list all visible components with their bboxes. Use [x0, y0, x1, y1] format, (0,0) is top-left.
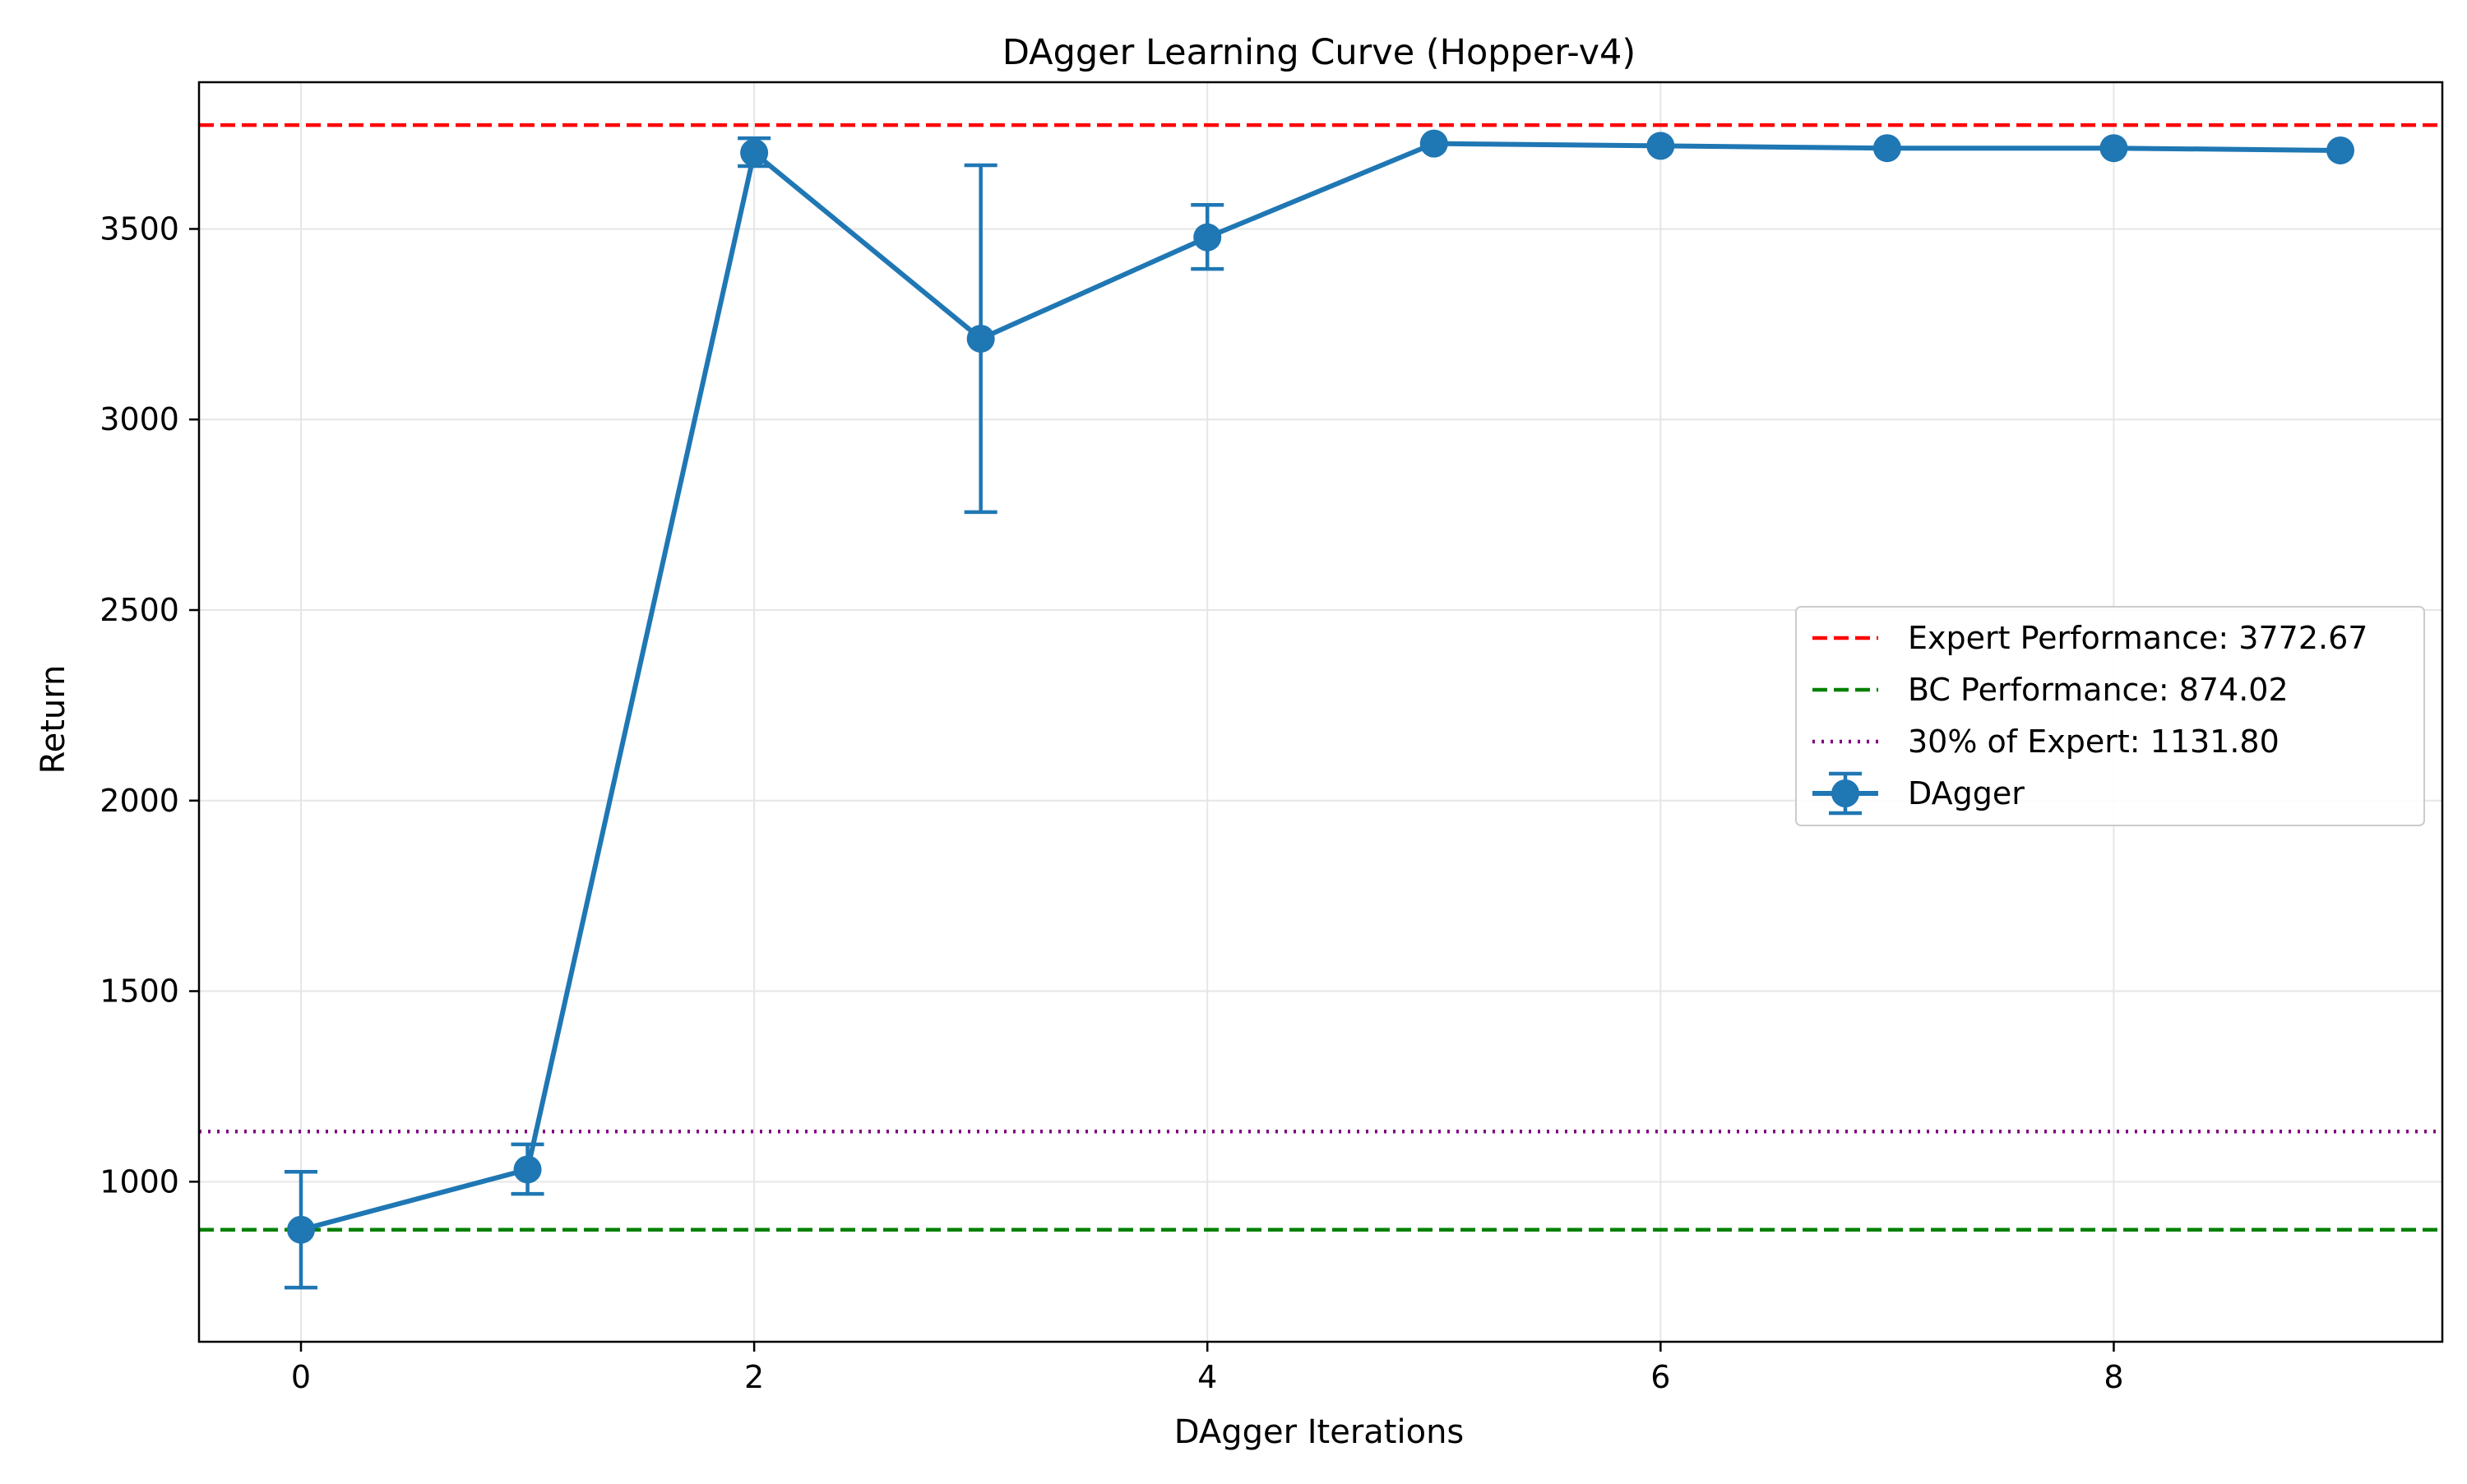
- y-tick-label: 1000: [100, 1163, 179, 1200]
- legend-label: DAgger: [1908, 775, 2025, 811]
- x-tick-label: 4: [1197, 1359, 1217, 1395]
- plot-area: 0 2 4 6 8 1000 1500 2000 2500 3000 3500: [100, 81, 2444, 1395]
- y-tick-label: 3500: [100, 210, 179, 247]
- y-axis-label: Return: [35, 665, 72, 774]
- y-tick-label: 2500: [100, 592, 179, 628]
- chart-title: DAgger Learning Curve (Hopper-v4): [1002, 32, 1636, 73]
- data-point: [966, 324, 995, 353]
- data-point: [740, 138, 769, 167]
- series-line: [300, 141, 2341, 1232]
- legend-label: Expert Performance: 3772.67: [1908, 620, 2367, 656]
- data-point: [1419, 129, 1448, 158]
- y-tick-label: 2000: [100, 783, 179, 819]
- legend-label: 30% of Expert: 1131.80: [1908, 724, 2280, 760]
- x-tick-label: 2: [744, 1359, 764, 1395]
- y-tick-label: 3000: [100, 401, 179, 437]
- reference-lines: [199, 123, 2442, 1232]
- y-tick-label: 1500: [100, 973, 179, 1010]
- legend: Expert Performance: 3772.67 BC Performanc…: [1795, 606, 2425, 826]
- x-tick-label: 8: [2104, 1359, 2123, 1395]
- data-point: [2326, 136, 2354, 164]
- data-point: [1872, 134, 1901, 163]
- data-point: [1646, 132, 1675, 160]
- x-tick-label: 6: [1650, 1359, 1670, 1395]
- series-dagger: [285, 129, 2354, 1290]
- data-point: [287, 1215, 315, 1244]
- data-point: [1193, 223, 1222, 252]
- legend-box: [1795, 606, 2425, 826]
- x-axis-label: DAgger Iterations: [1174, 1413, 1465, 1451]
- x-tick-label: 0: [291, 1359, 311, 1395]
- data-point: [513, 1155, 542, 1184]
- legend-swatch-marker: [1831, 779, 1859, 807]
- axes-frame: [197, 81, 2444, 1343]
- legend-label: BC Performance: 874.02: [1908, 672, 2289, 708]
- data-point: [2099, 134, 2128, 163]
